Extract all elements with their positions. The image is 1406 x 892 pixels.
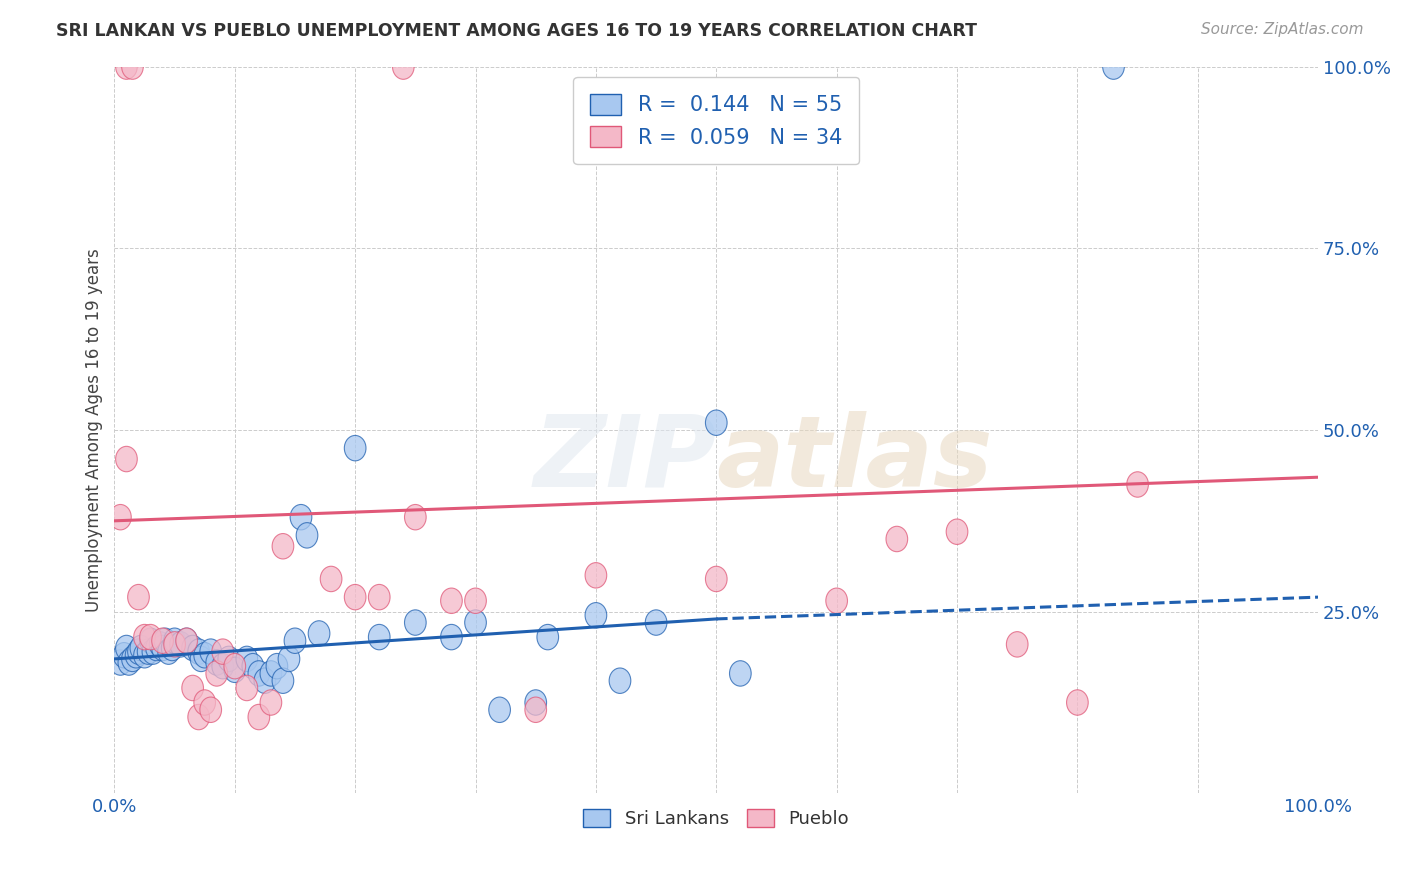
Ellipse shape xyxy=(706,566,727,591)
Ellipse shape xyxy=(278,646,299,672)
Ellipse shape xyxy=(368,584,389,610)
Ellipse shape xyxy=(236,646,257,672)
Ellipse shape xyxy=(152,628,173,654)
Ellipse shape xyxy=(131,635,152,661)
Ellipse shape xyxy=(321,566,342,591)
Ellipse shape xyxy=(200,697,222,723)
Ellipse shape xyxy=(290,505,312,530)
Ellipse shape xyxy=(142,639,163,665)
Ellipse shape xyxy=(308,621,330,646)
Legend: Sri Lankans, Pueblo: Sri Lankans, Pueblo xyxy=(576,801,856,835)
Ellipse shape xyxy=(224,654,246,679)
Ellipse shape xyxy=(465,610,486,635)
Ellipse shape xyxy=(1007,632,1028,657)
Ellipse shape xyxy=(465,588,486,614)
Ellipse shape xyxy=(224,657,246,682)
Ellipse shape xyxy=(122,54,143,79)
Ellipse shape xyxy=(242,654,264,679)
Ellipse shape xyxy=(157,639,180,665)
Ellipse shape xyxy=(176,628,197,654)
Ellipse shape xyxy=(125,642,146,668)
Ellipse shape xyxy=(138,639,159,665)
Ellipse shape xyxy=(585,603,607,628)
Ellipse shape xyxy=(609,668,631,693)
Ellipse shape xyxy=(344,584,366,610)
Ellipse shape xyxy=(134,624,155,649)
Ellipse shape xyxy=(162,635,183,661)
Ellipse shape xyxy=(190,646,212,672)
Ellipse shape xyxy=(139,624,162,649)
Ellipse shape xyxy=(155,628,176,654)
Ellipse shape xyxy=(585,563,607,588)
Ellipse shape xyxy=(115,635,138,661)
Ellipse shape xyxy=(205,661,228,686)
Ellipse shape xyxy=(297,523,318,548)
Ellipse shape xyxy=(118,649,139,675)
Ellipse shape xyxy=(218,646,239,672)
Ellipse shape xyxy=(524,697,547,723)
Text: SRI LANKAN VS PUEBLO UNEMPLOYMENT AMONG AGES 16 TO 19 YEARS CORRELATION CHART: SRI LANKAN VS PUEBLO UNEMPLOYMENT AMONG … xyxy=(56,22,977,40)
Ellipse shape xyxy=(440,624,463,649)
Ellipse shape xyxy=(266,654,288,679)
Ellipse shape xyxy=(946,519,967,544)
Ellipse shape xyxy=(260,661,281,686)
Ellipse shape xyxy=(194,690,215,715)
Ellipse shape xyxy=(163,628,186,654)
Ellipse shape xyxy=(247,661,270,686)
Ellipse shape xyxy=(212,639,233,665)
Ellipse shape xyxy=(405,610,426,635)
Ellipse shape xyxy=(273,668,294,693)
Ellipse shape xyxy=(149,632,172,657)
Ellipse shape xyxy=(146,635,167,661)
Ellipse shape xyxy=(188,705,209,730)
Ellipse shape xyxy=(247,705,270,730)
Text: Source: ZipAtlas.com: Source: ZipAtlas.com xyxy=(1201,22,1364,37)
Ellipse shape xyxy=(170,632,191,657)
Ellipse shape xyxy=(260,690,281,715)
Ellipse shape xyxy=(524,690,547,715)
Ellipse shape xyxy=(122,646,143,672)
Ellipse shape xyxy=(405,505,426,530)
Ellipse shape xyxy=(236,675,257,701)
Ellipse shape xyxy=(128,639,149,665)
Ellipse shape xyxy=(114,642,135,668)
Ellipse shape xyxy=(273,533,294,559)
Ellipse shape xyxy=(194,642,215,668)
Ellipse shape xyxy=(163,632,186,657)
Ellipse shape xyxy=(886,526,908,552)
Ellipse shape xyxy=(115,446,138,472)
Ellipse shape xyxy=(645,610,666,635)
Ellipse shape xyxy=(392,54,415,79)
Ellipse shape xyxy=(181,635,204,661)
Ellipse shape xyxy=(115,54,138,79)
Ellipse shape xyxy=(134,642,155,668)
Ellipse shape xyxy=(489,697,510,723)
Ellipse shape xyxy=(128,584,149,610)
Ellipse shape xyxy=(284,628,305,654)
Ellipse shape xyxy=(200,639,222,665)
Ellipse shape xyxy=(537,624,558,649)
Ellipse shape xyxy=(152,635,173,661)
Ellipse shape xyxy=(181,675,204,701)
Ellipse shape xyxy=(110,505,131,530)
Ellipse shape xyxy=(212,654,233,679)
Text: atlas: atlas xyxy=(716,410,993,508)
Ellipse shape xyxy=(440,588,463,614)
Y-axis label: Unemployment Among Ages 16 to 19 years: Unemployment Among Ages 16 to 19 years xyxy=(86,248,103,612)
Ellipse shape xyxy=(1067,690,1088,715)
Ellipse shape xyxy=(139,628,162,654)
Ellipse shape xyxy=(188,639,209,665)
Ellipse shape xyxy=(110,649,131,675)
Ellipse shape xyxy=(254,668,276,693)
Ellipse shape xyxy=(1102,54,1125,79)
Ellipse shape xyxy=(1126,472,1149,497)
Ellipse shape xyxy=(825,588,848,614)
Ellipse shape xyxy=(344,435,366,461)
Ellipse shape xyxy=(730,661,751,686)
Ellipse shape xyxy=(706,410,727,435)
Ellipse shape xyxy=(368,624,389,649)
Ellipse shape xyxy=(205,649,228,675)
Text: ZIP: ZIP xyxy=(533,410,716,508)
Ellipse shape xyxy=(176,628,197,654)
